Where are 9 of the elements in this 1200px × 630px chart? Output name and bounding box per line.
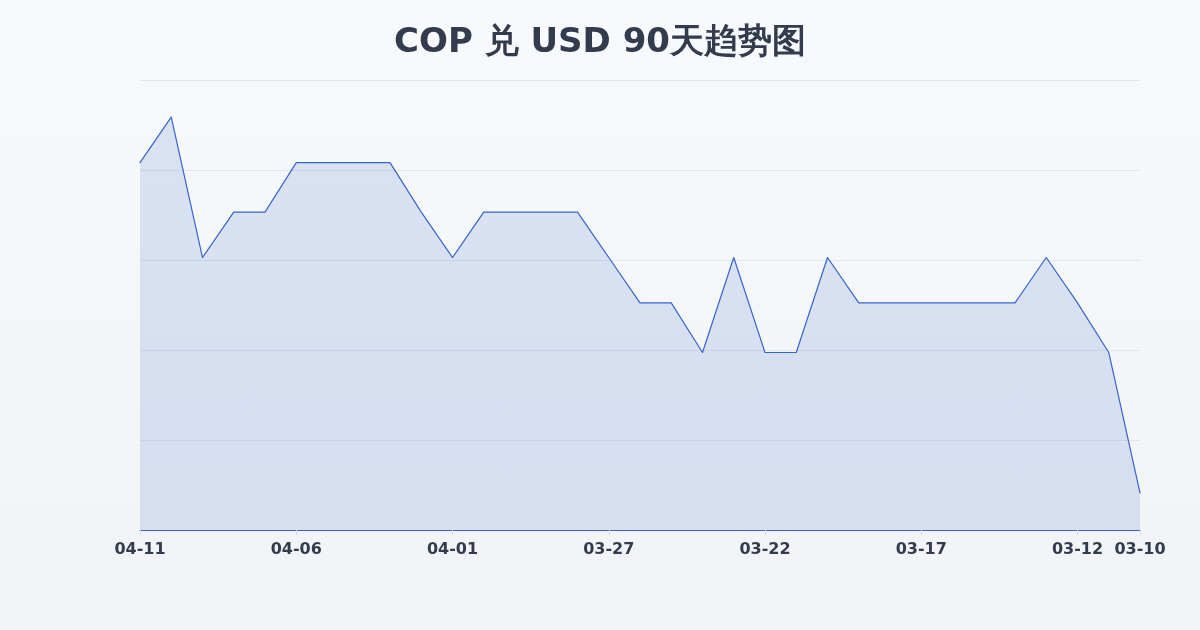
x-tick-label: 03-10 [1114, 538, 1166, 558]
x-tick-label: 03-12 [1051, 538, 1104, 558]
x-tick-label: 03-27 [583, 538, 635, 558]
x-tick-label: 04-11 [114, 538, 166, 558]
x-tick-label: 04-06 [270, 538, 322, 558]
chart-title: COP 兑 USD 90天趋势图 [394, 20, 806, 60]
x-tick-label: 03-17 [895, 538, 947, 558]
x-tick-label: 04-01 [426, 538, 479, 558]
x-tick-label: 03-22 [739, 538, 791, 558]
